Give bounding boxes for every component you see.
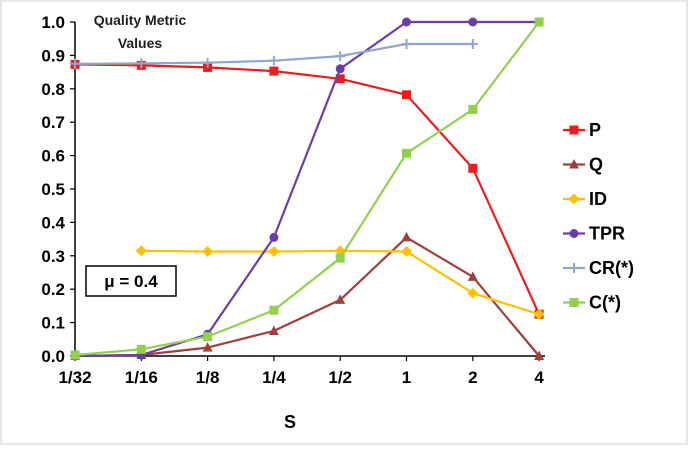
- y-tick-label: 0.6: [41, 147, 65, 166]
- data-point-tpr: [335, 64, 345, 74]
- legend-marker: [569, 159, 579, 169]
- legend-item-c: C(*): [563, 293, 621, 313]
- data-point-cr: [136, 58, 147, 69]
- data-point-c: [468, 105, 478, 115]
- x-tick-label: 1/2: [328, 368, 352, 387]
- chart-title-line2: Values: [118, 35, 163, 51]
- data-point-p: [335, 74, 345, 84]
- data-point-q: [268, 325, 279, 335]
- data-point-cr: [335, 51, 346, 62]
- y-tick-label: 0.8: [41, 80, 65, 99]
- data-point-id: [467, 287, 479, 299]
- data-point-cr: [70, 58, 80, 69]
- y-tick-label: 1.0: [41, 13, 65, 32]
- series-cr: [70, 39, 478, 69]
- data-point-q: [401, 231, 412, 242]
- y-tick-label: 0.3: [41, 247, 65, 266]
- data-point-id: [202, 245, 214, 257]
- data-point-cr: [268, 55, 279, 66]
- series-line-c: [74, 21, 540, 357]
- data-point-id: [334, 245, 346, 257]
- data-point-id: [533, 308, 545, 320]
- legend-label: P: [589, 120, 601, 140]
- series-line-p: [74, 63, 541, 315]
- data-point-cr: [202, 57, 213, 68]
- data-point-q: [467, 271, 478, 281]
- y-tick-label: 0.0: [41, 347, 65, 366]
- y-tick-label: 0.2: [41, 280, 65, 299]
- data-point-p: [269, 66, 279, 76]
- legend-label: TPR: [589, 224, 625, 244]
- legend-label: ID: [589, 189, 607, 209]
- data-point-tpr: [269, 232, 279, 242]
- data-point-q: [534, 350, 545, 360]
- x-tick-label: 4: [534, 368, 544, 387]
- x-tick-label: 1/32: [58, 368, 91, 387]
- y-tick-label: 0.9: [41, 46, 65, 65]
- y-tick-label: 0.1: [41, 314, 65, 333]
- x-tick-label: 2: [468, 368, 477, 387]
- series-c: [70, 17, 544, 360]
- legend-marker: [569, 298, 579, 307]
- data-point-p: [468, 163, 478, 173]
- x-tick-label: 1: [402, 368, 411, 387]
- series-id: [135, 245, 545, 320]
- legend-label: Q: [589, 155, 603, 175]
- data-point-cr: [401, 39, 412, 50]
- y-tick-label: 0.5: [41, 180, 65, 199]
- legend-item-cr: CR(*): [563, 258, 634, 278]
- data-point-c: [402, 148, 411, 158]
- x-tick-label: 1/4: [262, 368, 286, 387]
- data-point-q: [335, 294, 346, 304]
- y-tick-label: 0.7: [41, 113, 65, 132]
- legend-item-id: ID: [563, 189, 607, 209]
- data-point-p: [402, 90, 411, 100]
- data-point-tpr: [468, 17, 478, 27]
- data-point-c: [203, 332, 213, 342]
- data-point-cr: [467, 39, 478, 50]
- data-point-c: [70, 350, 80, 360]
- legend-item-tpr: TPR: [563, 224, 625, 244]
- data-point-c: [335, 253, 345, 263]
- data-point-id: [268, 245, 280, 257]
- x-axis-label: S: [284, 412, 296, 432]
- annotation-text: μ = 0.4: [104, 272, 158, 291]
- x-tick-label: 1/16: [125, 368, 158, 387]
- legend-marker: [569, 229, 579, 238]
- data-point-id: [401, 245, 412, 257]
- data-point-q: [202, 342, 213, 352]
- legend-label: CR(*): [589, 258, 634, 278]
- data-point-c: [136, 344, 146, 354]
- data-point-id: [135, 245, 147, 257]
- legend-marker: [569, 263, 579, 273]
- series-line-q: [74, 236, 540, 358]
- chart-title-line1: Quality Metric: [94, 12, 187, 28]
- legend-marker: [569, 125, 579, 135]
- legend-item-p: P: [563, 120, 601, 140]
- data-point-c: [534, 17, 544, 27]
- y-tick-label: 0.4: [41, 213, 65, 232]
- annotation-box: [85, 265, 177, 297]
- data-point-tpr: [402, 17, 411, 27]
- legend-label: C(*): [589, 293, 621, 313]
- legend-item-q: Q: [563, 155, 603, 175]
- data-point-c: [269, 305, 279, 315]
- x-tick-label: 1/8: [196, 368, 220, 387]
- series-line-tpr: [74, 20, 540, 358]
- legend-marker: [568, 193, 580, 205]
